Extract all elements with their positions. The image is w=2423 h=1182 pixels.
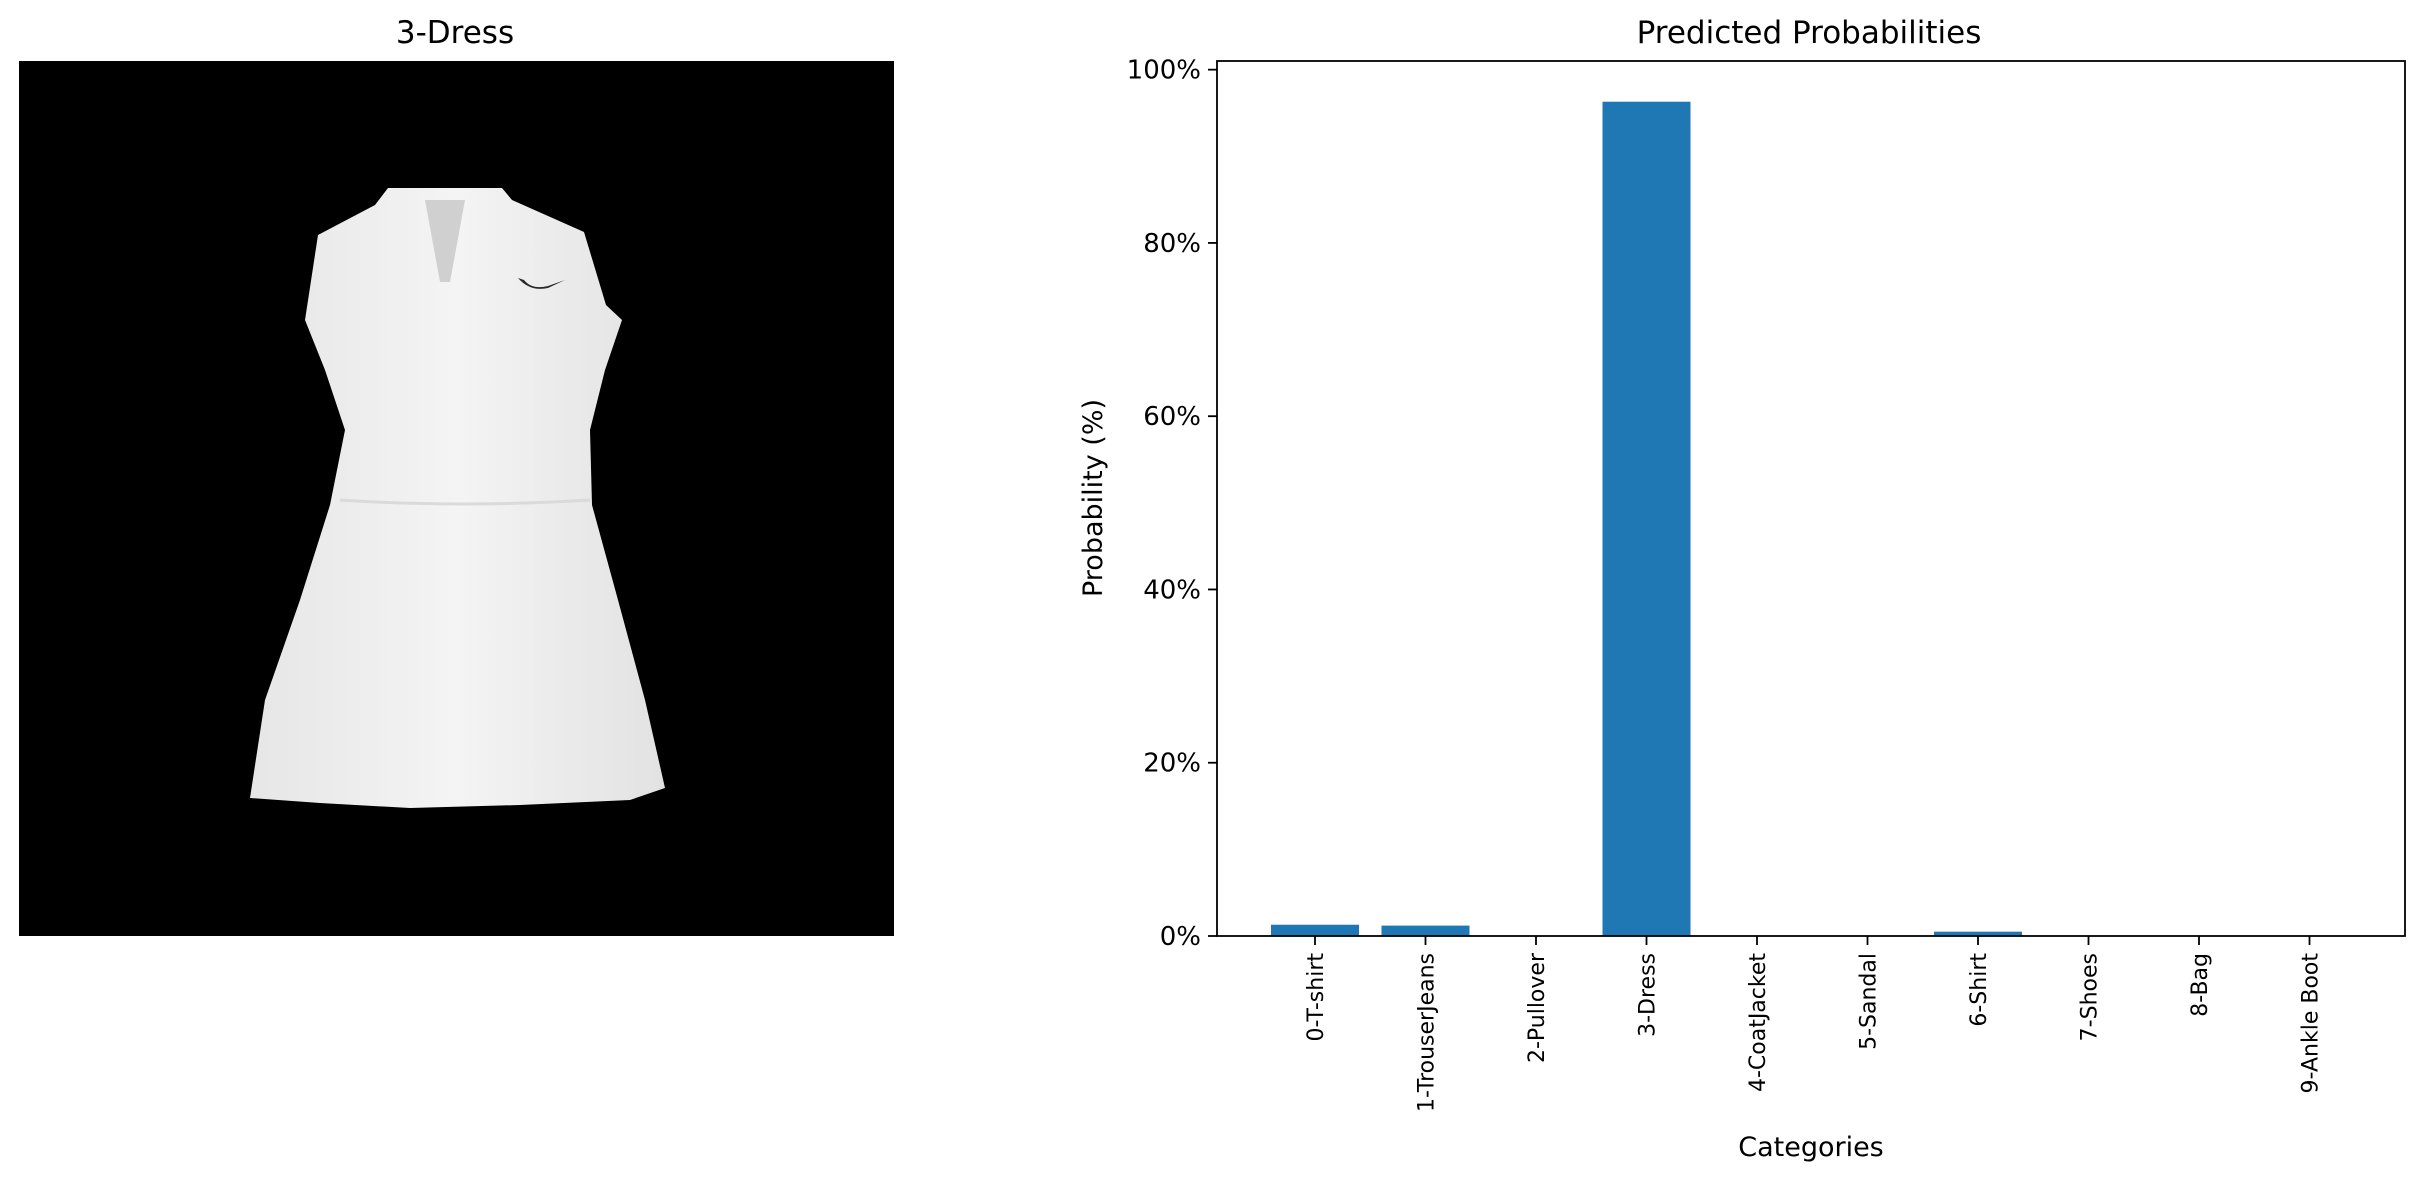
x-tick-label: 9-Ankle Boot — [2299, 953, 2324, 1094]
x-tick-label: 1-TrouserJeans — [1415, 953, 1440, 1112]
x-tick-label: 2-Pullover — [1525, 952, 1550, 1063]
y-tick-label: 0% — [1160, 922, 1201, 952]
y-tick-label: 60% — [1143, 402, 1201, 432]
dress-shape — [250, 188, 665, 808]
x-axis: 0-T-shirt 1-TrouserJeans 2-Pullover 3-Dress… — [1304, 936, 2324, 1112]
y-axis-label: Probability (%) — [1078, 399, 1109, 597]
x-tick-label: 0-T-shirt — [1304, 953, 1329, 1042]
chart-title: Predicted Probabilities — [1637, 15, 1982, 51]
dress-waist-seam — [339, 498, 591, 506]
plot-frame — [1216, 60, 2406, 937]
bar-1-trouserjeans — [1381, 925, 1470, 936]
dress-image — [19, 61, 894, 936]
x-tick-label: 6-Shirt — [1967, 953, 1992, 1027]
x-tick-label: 7-Shoes — [2078, 953, 2103, 1041]
y-tick-label: 80% — [1143, 229, 1201, 259]
y-axis: 0% 20% 40% 60% 80% 100% — [1127, 56, 1217, 952]
image-title: 3-Dress — [396, 15, 514, 51]
x-axis-label: Categories — [1738, 1132, 1884, 1163]
x-tick-label: 8-Bag — [2188, 953, 2213, 1017]
y-tick-label: 40% — [1143, 575, 1201, 605]
plot-area — [1271, 101, 2022, 936]
bar-3-dress — [1602, 101, 1691, 936]
swoosh-logo — [518, 278, 565, 289]
x-tick-label: 3-Dress — [1636, 953, 1661, 1037]
y-tick-label: 100% — [1127, 56, 1201, 86]
x-tick-label: 4-CoatJacket — [1746, 953, 1771, 1092]
y-tick-label: 20% — [1143, 749, 1201, 779]
x-tick-label: 5-Sandal — [1857, 953, 1882, 1050]
bar-0-t-shirt — [1271, 924, 1359, 936]
dress-collar — [425, 200, 465, 282]
bar-6-shirt — [1934, 931, 2022, 936]
